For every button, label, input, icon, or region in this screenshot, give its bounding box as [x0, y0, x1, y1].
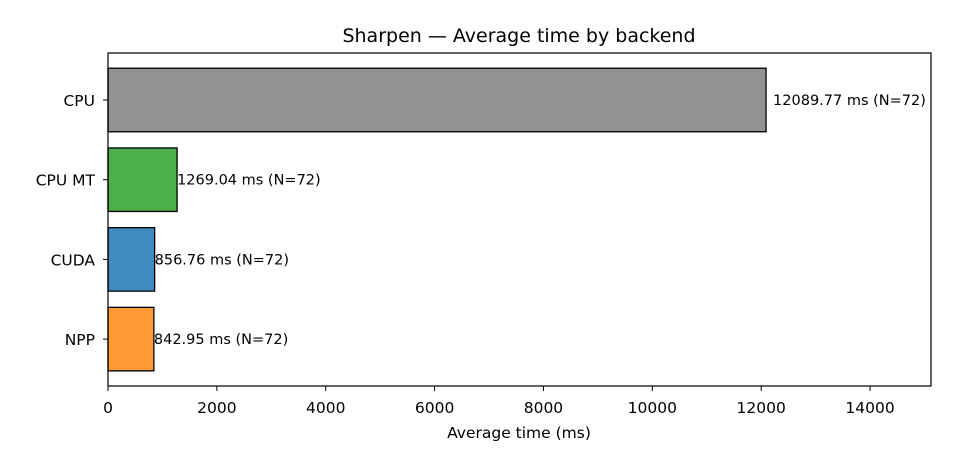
data-label-cpu: 12089.77 ms (N=72): [773, 93, 926, 109]
x-tick-label-2000: 2000: [197, 399, 236, 417]
data-labels-group: 12089.77 ms (N=72) 1269.04 ms (N=72) 856.7…: [154, 93, 926, 348]
x-tick-label-14000: 14000: [845, 399, 894, 417]
x-axis-ticks: 0 2000 4000 6000 8000 10000 12000 14000: [103, 386, 895, 417]
x-tick-label-6000: 6000: [415, 399, 454, 417]
bar-cpu: [107, 67, 767, 133]
data-label-cuda: 856.76 ms (N=72): [155, 252, 289, 268]
data-label-npp: 842.95 ms (N=72): [154, 332, 288, 348]
x-tick-label-4000: 4000: [306, 399, 345, 417]
x-tick-label-12000: 12000: [737, 399, 786, 417]
bar-cuda: [107, 226, 156, 292]
bars-group: [107, 67, 767, 372]
data-label-cpu-mt: 1269.04 ms (N=72): [177, 173, 321, 189]
x-tick-label-10000: 10000: [628, 399, 677, 417]
plot-frame: [107, 52, 932, 387]
y-tick-label-npp: NPP: [65, 331, 95, 349]
y-tick-label-cuda: CUDA: [51, 251, 96, 269]
bar-cpu-mt: [107, 147, 178, 213]
y-tick-label-cpu-mt: CPU MT: [36, 172, 96, 190]
bar-npp: [107, 306, 155, 372]
x-axis-label: Average time (ms): [447, 424, 591, 442]
x-tick-label-8000: 8000: [524, 399, 563, 417]
y-tick-label-cpu: CPU: [63, 92, 95, 110]
x-tick-label-0: 0: [103, 399, 113, 417]
y-axis-ticks: CPU CPU MT CUDA NPP: [36, 92, 108, 349]
chart-title: Sharpen — Average time by backend: [342, 25, 695, 47]
